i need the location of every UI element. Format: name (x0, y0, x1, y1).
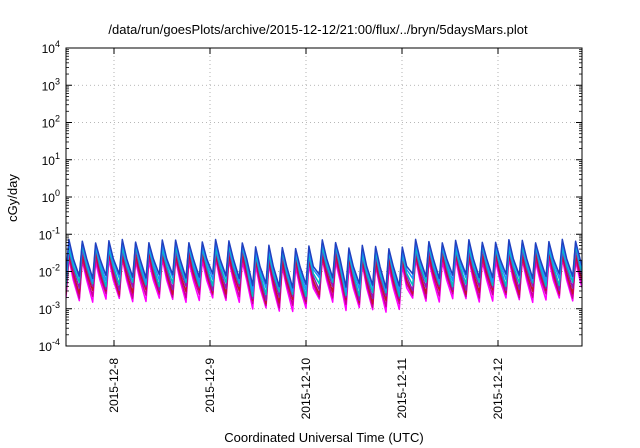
x-axis: 2015-12-8 2015-12-9 2015-12-10 2015-12-11 20… (107, 48, 505, 419)
y-tick-label: 102 (42, 114, 60, 131)
y-tick-label: 101 (42, 151, 60, 168)
series-line (66, 238, 582, 289)
x-tick-label: 2015-12-9 (203, 358, 217, 413)
y-tick-label: 10-3 (39, 300, 60, 317)
x-tick-label: 2015-12-10 (299, 358, 313, 420)
y-tick-label: 10-2 (39, 263, 60, 280)
y-tick-label: 10-1 (39, 225, 60, 242)
y-axis-label: cGy/day (5, 174, 20, 222)
chart-title: /data/run/goesPlots/archive/2015-12-12/2… (108, 22, 528, 37)
y-tick-label: 100 (42, 188, 60, 205)
x-tick-label: 2015-12-8 (107, 358, 121, 413)
y-tick-label: 10-4 (39, 337, 60, 354)
y-axis: 10-4 10-3 10-2 10-1 100 101 102 103 104 (39, 39, 582, 354)
y-tick-label: 103 (42, 76, 60, 93)
plot-area (66, 238, 582, 313)
y-tick-label: 104 (42, 39, 60, 56)
x-tick-label: 2015-12-11 (395, 358, 409, 419)
x-axis-label: Coordinated Universal Time (UTC) (224, 430, 423, 445)
x-tick-label: 2015-12-12 (491, 358, 505, 420)
plot-frame (65, 47, 583, 347)
grid (66, 48, 582, 346)
